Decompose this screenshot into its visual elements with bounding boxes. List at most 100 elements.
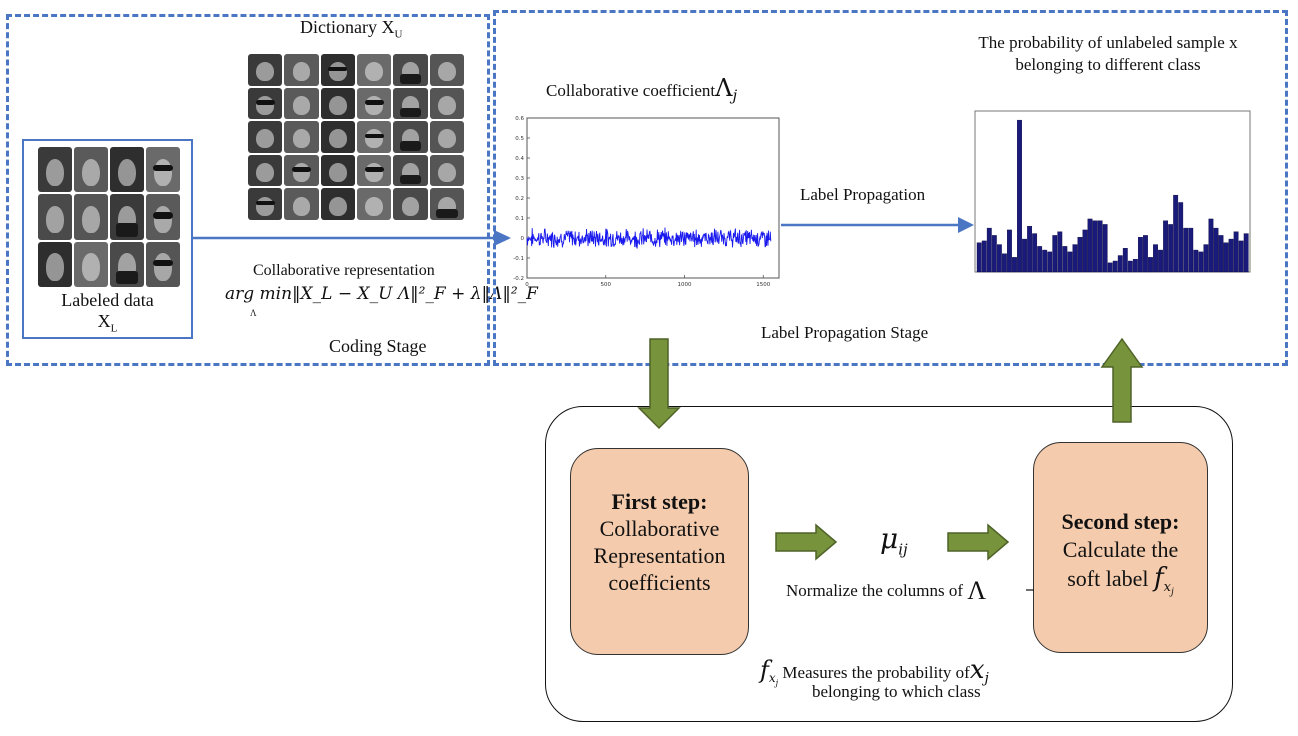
first-step-box <box>570 448 749 655</box>
probability-bar <box>1148 257 1153 273</box>
labeled-face-photo <box>38 241 72 287</box>
y-tick-label: -0.2 <box>513 276 524 282</box>
propagation-arrow-head <box>958 217 974 233</box>
dictionary-face-photo <box>320 121 355 153</box>
y-tick-label: 0.1 <box>515 216 524 222</box>
y-tick-label: 0 <box>521 236 525 242</box>
labeled-data-box <box>22 139 193 339</box>
probability-bar <box>1077 237 1083 273</box>
probability-bar <box>1007 229 1012 273</box>
dictionary-face-photo <box>429 188 464 220</box>
dictionary-face-photo <box>356 154 392 187</box>
coefficient-chart: 0.60.50.40.30.20.10-0.1-0.20 500 1000 1500 <box>513 116 780 288</box>
probability-bar <box>986 227 992 273</box>
probability-bar <box>1067 251 1073 273</box>
dictionary-face-photo <box>284 54 319 86</box>
probability-bar <box>1022 238 1027 273</box>
green-up-arrow <box>1100 337 1144 423</box>
probability-bar <box>1082 229 1088 273</box>
probability-bar <box>1218 235 1224 273</box>
labeled-face-photo <box>146 147 180 193</box>
probability-bar <box>1153 244 1158 273</box>
dictionary-faces-grid <box>248 54 464 220</box>
green-right-arrow-1 <box>775 523 838 561</box>
label-propagation-stage-box <box>493 10 1288 366</box>
coefficient-chart-frame <box>526 117 780 279</box>
dictionary-face-photo <box>393 87 428 120</box>
probability-bar <box>1052 235 1058 273</box>
probability-bar <box>1097 220 1103 273</box>
y-tick-label: 0.6 <box>515 116 524 122</box>
green-right-arrow-2 <box>947 523 1010 561</box>
collaborative-coefficient-label: Collaborative coefficientΛj <box>546 74 738 105</box>
dictionary-face-photo <box>284 188 319 220</box>
dictionary-face-photo <box>356 121 392 153</box>
probability-bar <box>1143 235 1148 273</box>
probability-bar <box>1047 251 1053 273</box>
first-step-text: First step: Collaborative Representation… <box>593 489 726 595</box>
y-tick-label: 0.2 <box>515 196 524 202</box>
probability-bar <box>1072 244 1078 273</box>
dictionary-face-photo <box>356 87 392 120</box>
labeled-faces-grid <box>38 147 180 287</box>
formula-sub-lambda: Λ <box>250 308 257 318</box>
dictionary-face-photo <box>320 54 355 86</box>
coding-arrow-head <box>494 230 511 246</box>
label-propagation-stage-label: Label Propagation Stage <box>761 323 929 342</box>
probability-bar <box>1178 202 1184 273</box>
dictionary-face-photo <box>356 188 392 220</box>
labeled-face-photo <box>74 147 108 193</box>
probability-bar <box>1127 260 1133 273</box>
probability-bar <box>981 240 987 273</box>
labeled-face-photo <box>110 194 144 240</box>
labeled-data-label: Labeled data XL <box>61 290 154 335</box>
probability-bar <box>1213 227 1219 273</box>
dictionary-face-photo <box>429 154 464 187</box>
dictionary-face-photo <box>429 54 464 86</box>
dictionary-face-photo <box>284 154 319 187</box>
dictionary-face-photo <box>320 188 355 220</box>
probability-bar <box>1228 238 1234 273</box>
probability-bar <box>1017 119 1022 273</box>
dictionary-face-photo <box>248 54 283 86</box>
dictionary-face-photo <box>248 121 283 153</box>
y-tick-label: -0.1 <box>513 256 524 262</box>
label-propagation-arrow-label: Label Propagation <box>800 185 926 204</box>
probability-bar <box>996 244 1002 273</box>
probability-bar <box>1168 224 1174 273</box>
labeled-face-photo <box>146 241 180 287</box>
labeled-face-photo <box>110 147 144 193</box>
probability-bar <box>1238 240 1244 273</box>
probability-bar <box>1183 227 1189 273</box>
dictionary-face-photo <box>429 121 464 153</box>
x-tick-label: 1500 <box>756 282 770 288</box>
dictionary-face-photo <box>393 121 428 153</box>
measure-probability-line2: belonging to which class <box>812 682 981 701</box>
dictionary-face-photo <box>356 54 392 86</box>
coding-stage-box <box>6 14 490 366</box>
collaborative-representation-label: Collaborative representation <box>253 262 435 279</box>
probability-bar <box>1032 233 1038 273</box>
probability-bar <box>1027 226 1033 273</box>
probability-bar <box>1112 260 1118 273</box>
dictionary-label: Dictionary XU <box>300 17 403 41</box>
dictionary-face-photo <box>393 54 428 86</box>
probability-bar <box>976 242 982 273</box>
dictionary-face-photo <box>284 87 319 120</box>
process-box <box>545 406 1233 722</box>
labeled-face-photo <box>74 241 108 287</box>
probability-bar <box>1057 231 1063 273</box>
y-tick-label: 0.5 <box>515 136 524 142</box>
second-step-box <box>1033 442 1208 653</box>
coding-stage-label: Coding Stage <box>329 336 427 356</box>
dictionary-face-photo <box>320 154 355 187</box>
probability-bar <box>1122 248 1128 273</box>
dictionary-face-photo <box>393 188 428 220</box>
dictionary-face-photo <box>248 188 283 220</box>
probability-bar <box>1042 249 1048 273</box>
probability-bar-chart <box>974 110 1251 273</box>
dictionary-face-photo <box>393 154 428 187</box>
probability-bar <box>1062 246 1068 273</box>
probability-bar <box>1188 227 1194 273</box>
